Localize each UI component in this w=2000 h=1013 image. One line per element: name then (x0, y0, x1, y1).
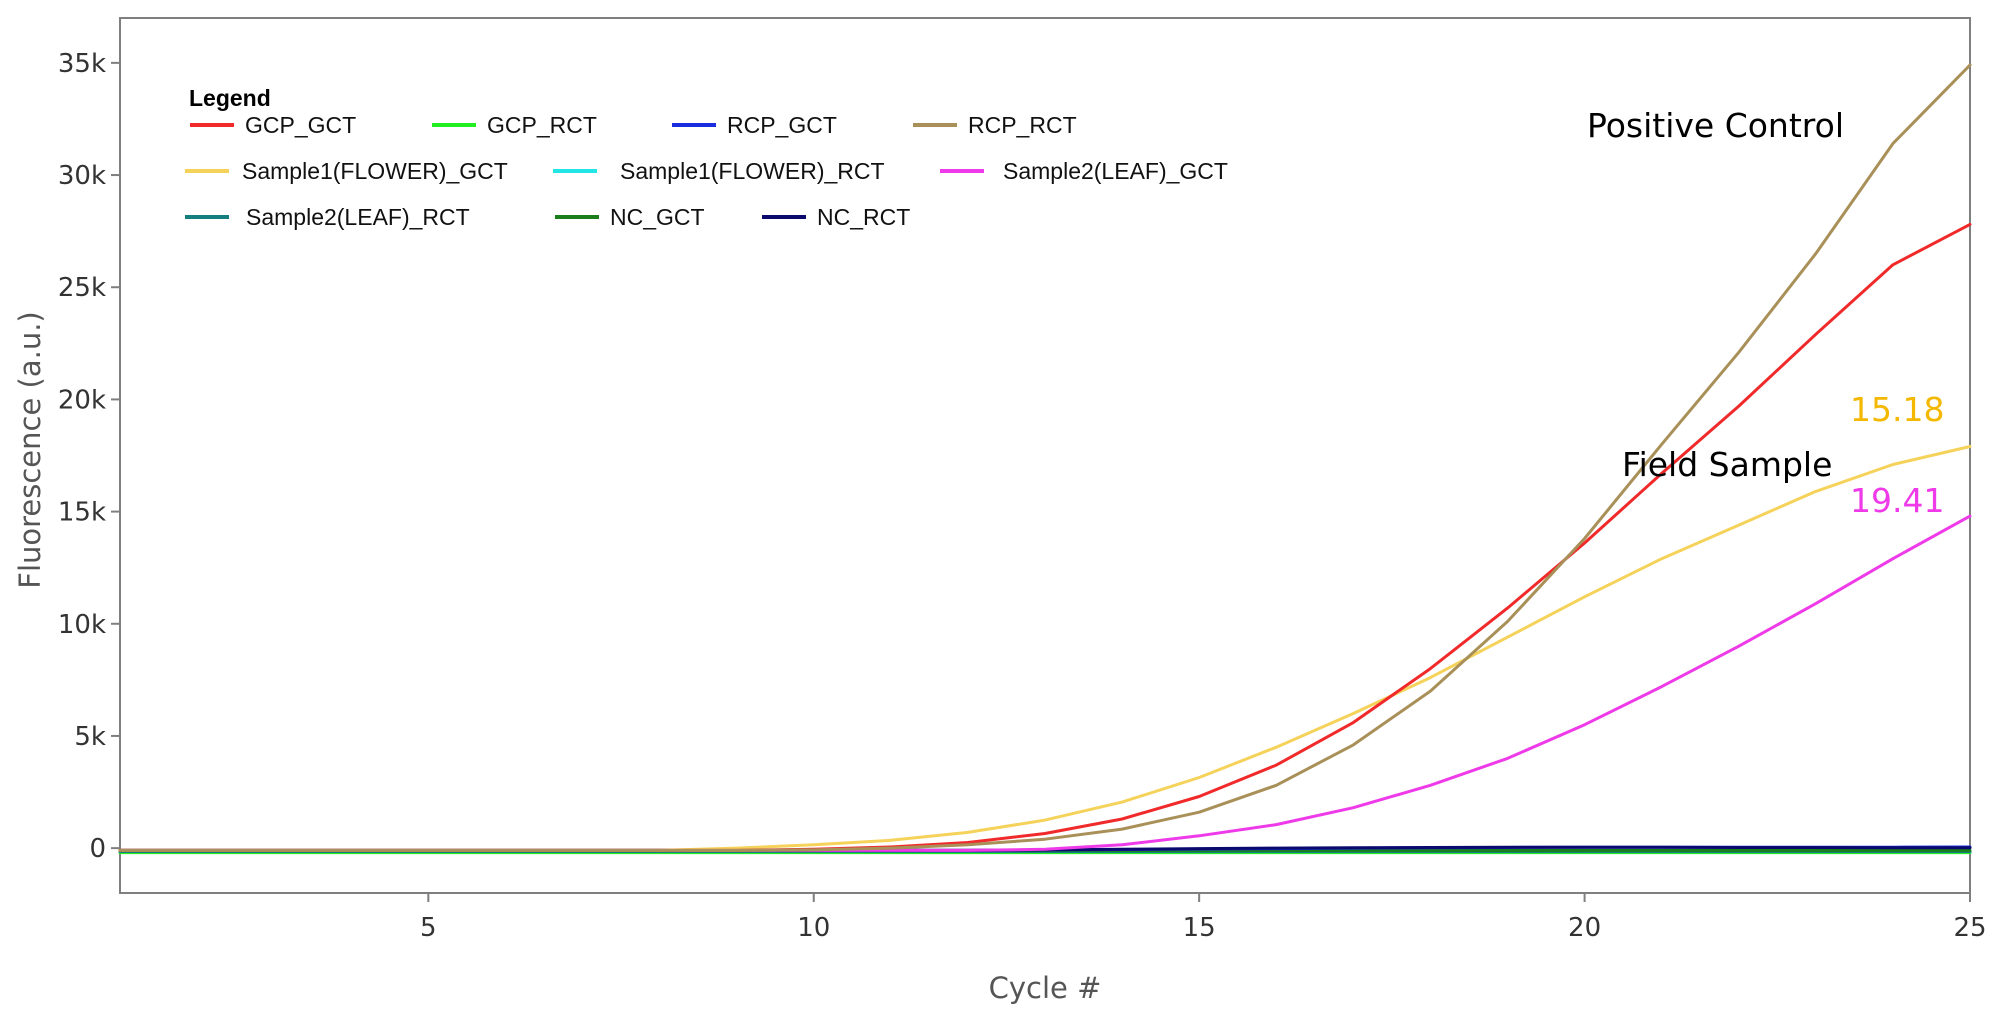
legend: Legend GCP_GCT GCP_RCT RCP_GCT RCP_RCT Sampl… (185, 85, 1228, 230)
legend-label: RCP_GCT (727, 112, 837, 138)
y-tick-label: 15k (58, 498, 106, 528)
legend-title: Legend (189, 85, 271, 111)
series-layer (118, 63, 1972, 855)
legend-label: GCP_RCT (487, 112, 597, 138)
legend-label: Sample2(LEAF)_RCT (246, 204, 470, 230)
legend-label: RCP_RCT (968, 112, 1077, 138)
y-axis: 0 5k 10k 15k 20k 25k 30k 35k (58, 49, 120, 864)
annotation-ct-sample1: 15.18 (1850, 390, 1944, 429)
y-tick-label: 30k (58, 161, 106, 191)
x-tick-label: 20 (1568, 913, 1601, 943)
series-line-rcp-rct (118, 63, 1972, 852)
y-tick-label: 10k (58, 610, 106, 640)
y-tick-label: 5k (74, 722, 106, 752)
series-line-sample1-flower-gct (118, 445, 1972, 852)
x-axis: 5 10 15 20 25 (420, 893, 1987, 943)
x-tick-label: 25 (1953, 913, 1986, 943)
legend-label: Sample1(FLOWER)_RCT (620, 158, 885, 184)
legend-label: Sample2(LEAF)_GCT (1003, 158, 1228, 184)
series-line-gcp-gct (118, 222, 1972, 852)
legend-label: GCP_GCT (245, 112, 356, 138)
legend-label: NC_RCT (817, 204, 910, 230)
y-tick-label: 35k (58, 49, 106, 79)
series-line-sample2-leaf-gct (118, 514, 1972, 852)
y-tick-label: 20k (58, 385, 106, 415)
x-tick-label: 15 (1183, 913, 1216, 943)
y-axis-title: Fluorescence (a.u.) (13, 311, 47, 588)
y-tick-label: 25k (58, 273, 106, 303)
x-tick-label: 10 (797, 913, 830, 943)
y-tick-label: 0 (89, 834, 106, 864)
legend-label: Sample1(FLOWER)_GCT (242, 158, 508, 184)
annotation-field-sample: Field Sample (1622, 445, 1832, 484)
legend-label: NC_GCT (610, 204, 705, 230)
annotation-ct-sample2: 19.41 (1850, 481, 1944, 520)
x-axis-title: Cycle # (989, 971, 1102, 1005)
plot-frame (119, 17, 1971, 894)
annotation-positive-control: Positive Control (1587, 106, 1844, 145)
x-tick-label: 5 (420, 913, 437, 943)
